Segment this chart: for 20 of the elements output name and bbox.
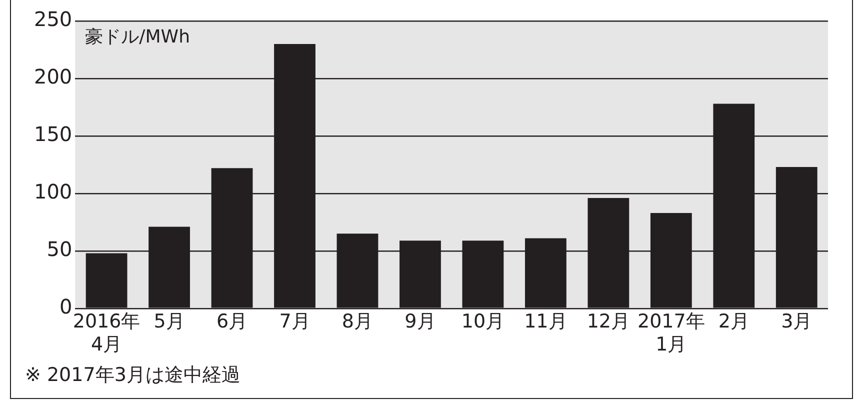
y-axis-title: 豪ドル/MWh [85, 26, 190, 48]
x-tick-label: 2016年 4月 [72, 310, 140, 356]
y-tick-label: 250 [34, 7, 72, 32]
x-tick-label: 11月 [524, 310, 568, 333]
x-tick-label: 12月 [586, 310, 630, 333]
y-tick-label: 200 [34, 64, 72, 89]
x-tick-label: 6月 [216, 310, 248, 333]
y-tick-label: 100 [34, 180, 72, 204]
x-tick-label: 7月 [279, 310, 310, 333]
x-tick-label: 2017年 1月 [637, 310, 705, 356]
x-tick-label: 9月 [404, 310, 436, 333]
y-tick-label: 0 [59, 294, 72, 319]
y-tick-label: 50 [46, 237, 72, 262]
text: ※ 2017年3月は途中経過 [25, 363, 240, 388]
x-tick-label: 5月 [154, 310, 185, 333]
x-tick-label: 10月 [461, 310, 505, 333]
y-tick-label: 150 [34, 122, 72, 146]
x-tick-label: 2月 [718, 310, 750, 333]
x-tick-label: 3月 [781, 310, 812, 333]
x-tick-label: 8月 [342, 310, 374, 333]
